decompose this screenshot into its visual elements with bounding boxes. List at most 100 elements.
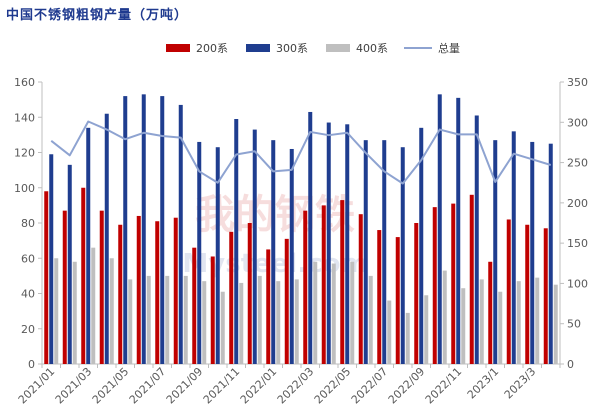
y-right-tick-label: 150 xyxy=(567,237,588,250)
bar-400-series xyxy=(276,281,281,364)
bar-200-series xyxy=(358,214,363,364)
x-tick-label: 2021/09 xyxy=(164,365,206,407)
y-left-tick-label: 60 xyxy=(21,252,35,265)
bar-300-series xyxy=(419,127,424,364)
bar-200-series xyxy=(488,261,493,364)
bar-200-series xyxy=(118,224,123,364)
legend-label-total: 总量 xyxy=(438,41,460,55)
bar-400-series xyxy=(424,295,429,364)
bar-200-series xyxy=(155,221,160,364)
y-right-tick-label: 0 xyxy=(567,358,574,371)
bar-300-series xyxy=(400,147,405,364)
bar-300-series xyxy=(271,140,276,364)
bar-400-series xyxy=(442,270,447,364)
y-left-tick-label: 20 xyxy=(21,323,35,336)
y-left-tick-label: 160 xyxy=(14,76,35,89)
bar-200-series xyxy=(284,238,289,364)
bar-400-series xyxy=(109,258,114,364)
bar-400-series xyxy=(368,275,373,365)
bar-300-series xyxy=(178,104,183,364)
y-right-tick-label: 350 xyxy=(567,76,588,89)
bar-300-series xyxy=(530,141,535,364)
chart-title: 中国不锈钢粗钢产量（万吨） xyxy=(6,8,189,23)
bar-400-series xyxy=(331,263,336,364)
bar-300-series xyxy=(104,113,109,364)
bar-300-series xyxy=(382,140,387,364)
bar-300-series xyxy=(252,129,257,364)
bar-200-series xyxy=(432,207,437,364)
bar-400-series xyxy=(350,261,355,364)
bar-200-series xyxy=(229,231,234,364)
bar-300-series xyxy=(474,115,479,365)
x-tick-label: 2021/05 xyxy=(90,365,132,407)
total-series-line xyxy=(50,120,552,185)
x-tick-label: 2022/05 xyxy=(312,365,354,407)
bar-300-series xyxy=(160,96,165,364)
bar-300-series xyxy=(234,119,239,364)
bar-400-series xyxy=(461,288,466,364)
bar-200-series xyxy=(377,230,382,364)
plot-area: 0 20 40 60 80 100 120 140 160 0 50 100 150 200 250 300 3… xyxy=(14,76,588,406)
bar-400-series xyxy=(498,291,503,364)
bar-400-series xyxy=(294,279,299,364)
bar-300-series xyxy=(123,96,128,364)
y-right-tick-label: 250 xyxy=(567,157,588,170)
y-left-tick-label: 0 xyxy=(28,358,35,371)
y-left-tick-label: 120 xyxy=(14,147,35,160)
bar-300-series xyxy=(456,97,461,365)
bar-200-series xyxy=(266,249,271,364)
y-right-tick-label: 300 xyxy=(567,116,588,129)
bar-200-series xyxy=(44,191,49,364)
bar-300-series xyxy=(197,141,202,364)
bar-300-series xyxy=(493,140,498,364)
bar-400-series xyxy=(128,279,133,364)
x-tick-label: 2023/3 xyxy=(502,365,539,402)
x-tick-label: 2021/03 xyxy=(53,365,95,407)
y-left-tick-label: 140 xyxy=(14,111,35,124)
bar-400-series xyxy=(257,275,262,365)
legend-label-300: 300系 xyxy=(276,42,308,55)
legend-label-200: 200系 xyxy=(196,42,228,55)
bar-200-series xyxy=(303,210,308,364)
bar-300-series xyxy=(215,147,220,364)
legend-label-400: 400系 xyxy=(356,42,388,55)
legend-swatch-400 xyxy=(326,44,350,52)
bar-200-series xyxy=(99,210,104,364)
bar-200-series xyxy=(321,205,326,365)
bar-300-series xyxy=(86,127,91,364)
bar-300-series xyxy=(326,122,331,364)
y-left-tick-label: 100 xyxy=(14,182,35,195)
y-right-tick-label: 50 xyxy=(567,318,581,331)
legend: 200系 300系 400系 总量 xyxy=(166,41,460,55)
bar-400-series xyxy=(239,282,244,364)
bar-200-series xyxy=(451,203,456,364)
bar-200-series xyxy=(543,228,548,364)
bar-200-series xyxy=(192,247,197,364)
y-left-tick-label: 80 xyxy=(21,217,35,230)
bar-300-series xyxy=(49,154,54,364)
bar-300-series xyxy=(437,94,442,364)
bar-300-series xyxy=(345,124,350,364)
bar-400-series xyxy=(91,247,96,364)
bar-400-series xyxy=(516,281,521,364)
bar-400-series xyxy=(202,281,207,364)
bar-200-series xyxy=(340,200,345,364)
bar-400-series xyxy=(535,277,540,364)
bar-300-series xyxy=(308,111,313,365)
y-left-tick-label: 40 xyxy=(21,288,35,301)
bar-200-series xyxy=(247,223,252,364)
bar-200-series xyxy=(414,223,419,364)
bar-200-series xyxy=(173,217,178,364)
bar-300-series xyxy=(141,94,146,364)
x-tick-label: 2022/11 xyxy=(423,365,465,407)
x-tick-label: 2022/09 xyxy=(386,365,428,407)
x-tick-label: 2023/1 xyxy=(465,365,502,402)
legend-swatch-300 xyxy=(246,44,270,52)
x-tick-label: 2021/07 xyxy=(127,365,169,407)
bar-400-series xyxy=(146,275,151,365)
bar-400-series xyxy=(479,279,484,364)
bar-400-series xyxy=(54,258,59,364)
bar-200-series xyxy=(469,194,474,364)
bar-300-series xyxy=(363,140,368,364)
